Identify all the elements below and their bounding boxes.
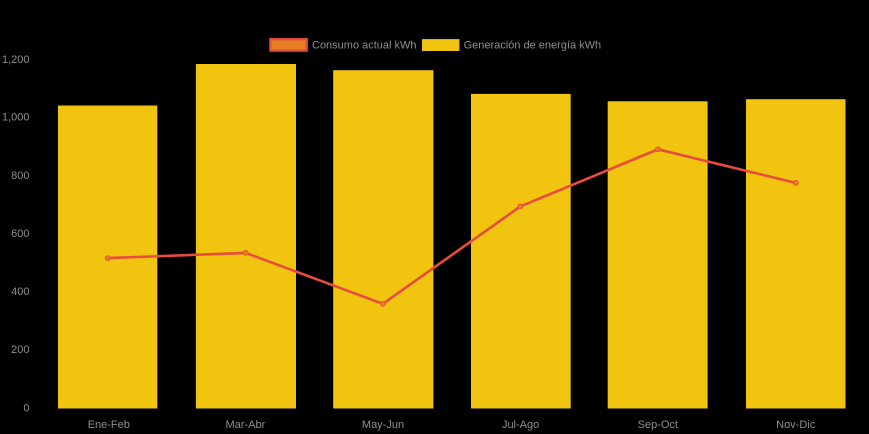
- svg-text:May-Jun: May-Jun: [362, 419, 404, 431]
- svg-text:Jul-Ago: Jul-Ago: [502, 419, 539, 431]
- svg-text:600: 600: [11, 228, 29, 240]
- svg-text:1,200: 1,200: [2, 54, 30, 66]
- svg-text:Consumo actual kWh: Consumo actual kWh: [312, 40, 417, 52]
- svg-text:Sep-Oct: Sep-Oct: [638, 419, 678, 431]
- svg-text:Nov-Dic: Nov-Dic: [776, 419, 816, 431]
- svg-text:800: 800: [11, 170, 29, 182]
- svg-text:0: 0: [23, 402, 29, 414]
- svg-text:200: 200: [11, 344, 29, 356]
- svg-text:Generación de energía kWh: Generación de energía kWh: [464, 40, 602, 52]
- svg-text:400: 400: [11, 286, 29, 298]
- svg-text:Ene-Feb: Ene-Feb: [88, 419, 130, 431]
- svg-text:Mar-Abr: Mar-Abr: [226, 419, 266, 431]
- svg-text:1,000: 1,000: [2, 112, 30, 124]
